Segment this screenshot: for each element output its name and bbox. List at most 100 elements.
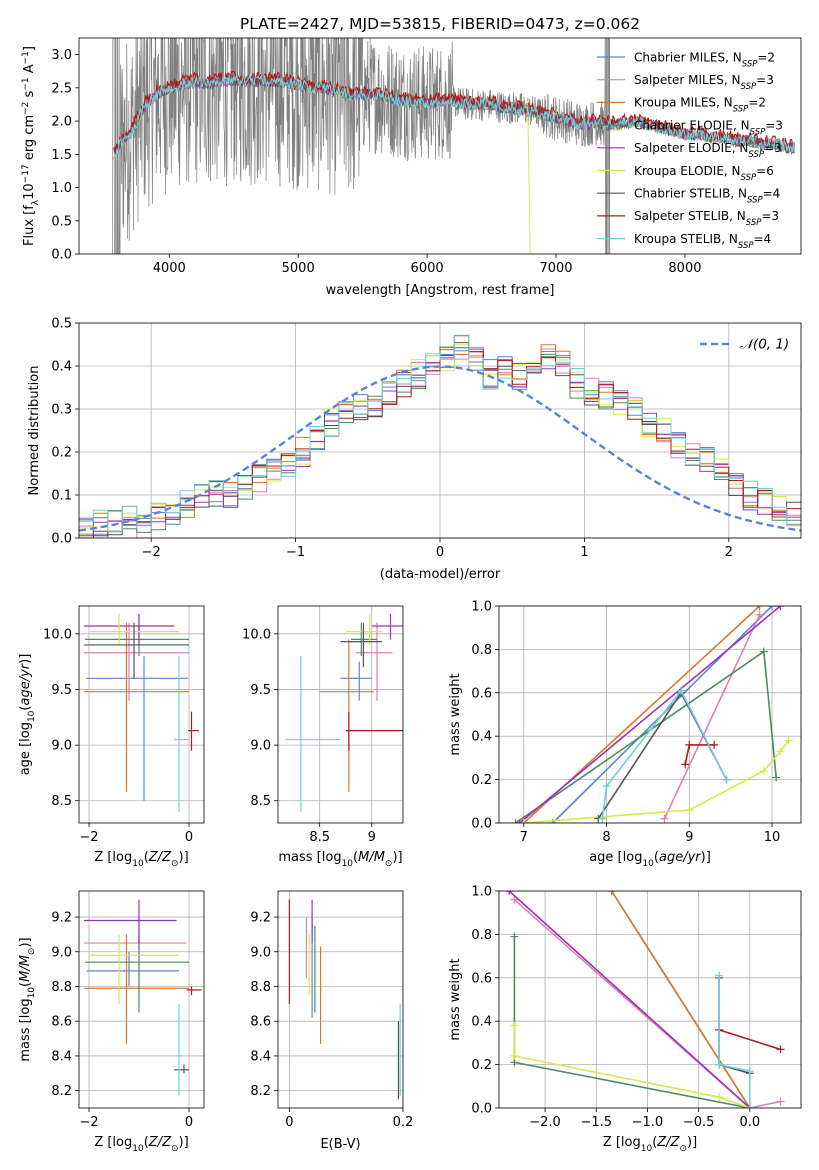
weight-marker-kroupa_elodie [510,1051,519,1060]
plot-area [278,606,403,823]
y-tick-label: 0.0 [471,1102,492,1117]
y-tick-label: 0.0 [471,817,492,832]
y-tick-label: 9.5 [250,683,271,698]
weight-marker-salpeter_miles [660,814,669,823]
axes-frame [498,890,802,1109]
weight-marker-kroupa_miles [607,891,616,895]
x-tick-label: 6000 [411,261,444,276]
x-tick-label: 5000 [282,261,315,276]
legend-label-salpeter_miles: Salpeter MILES, NSSP=3 [634,73,774,92]
axes-frame [277,890,404,1109]
weight-line-kroupa_elodie [523,740,790,823]
histogram-salpeter_stelib [79,335,801,538]
y-tick-label: 8.8 [51,980,72,995]
weight-marker-salpeter_stelib [681,760,690,769]
plot-area [499,891,801,1108]
x-tick-label: 0 [436,545,444,560]
y-axis-label: Flux [fλ10−17 erg cm−2 s−1 A−1] [21,46,41,246]
weight-marker-kroupa_elodie [759,766,768,775]
weight-line-chabrier_elodie [515,650,777,823]
spectrum-title: PLATE=2427, MJD=53815, FIBERID=0473, z=0… [240,15,640,33]
histogram-kroupa_stelib [79,334,801,533]
gaussian-curve [79,365,801,532]
x-tick-label: −2 [142,545,161,560]
y-tick-label: 8.4 [250,1049,271,1064]
y-tick-label: 1.5 [51,148,72,163]
y-tick-label: 0.0 [51,532,72,547]
y-tick-label: 0.1 [51,489,72,504]
x-tick-label: 9 [368,830,376,845]
y-tick-label: 0.5 [51,214,72,229]
y-axis-label: mass [log10(M/M⊙)] [18,937,37,1061]
weight-marker-salpeter_elodie [505,891,514,895]
y-tick-label: 9.0 [250,945,271,960]
weight-marker-salpeter_elodie [515,819,524,823]
y-tick-label: 9.0 [51,945,72,960]
x-tick-label: −1.0 [632,1115,664,1130]
weight-marker-salpeter_stelib [710,740,719,749]
x-axis-label: Z [log10(Z/Z⊙)] [94,1135,188,1154]
plot-area [79,323,801,538]
weight-line-kroupa_elodie [513,1025,751,1108]
plot-area [79,606,204,823]
weight-marker-chabrier_elodie [772,773,781,782]
weight-line-kroupa_stelib [718,975,751,1108]
weight-line-salpeter_elodie [519,606,781,823]
y-tick-label: 0.3 [51,403,72,418]
x-tick-label: 8000 [668,261,701,276]
y-tick-label: 9.2 [51,911,72,926]
x-tick-label: −0.5 [683,1115,715,1130]
x-tick-label: 0.2 [393,1115,414,1130]
x-tick-label: 8 [602,830,610,845]
panel-age-vs-mass: 8.5 9 8.5 9.0 9.5 10.0 mass [log10(M/M⊙)] [242,605,404,869]
weight-marker-chabrier_elodie [759,647,768,656]
plot-area [112,38,796,254]
x-axis-label: wavelength [Angstrom, rest frame] [326,283,555,298]
weight-line-chabrier_elodie [513,936,750,1108]
y-tick-label: 0.0 [51,248,72,263]
y-axis-label: Normed distribution [27,366,42,496]
legend-label-chabrier_elodie: Chabrier ELODIE, NSSP=3 [634,118,783,137]
weight-marker-kroupa_stelib [745,1104,754,1108]
weight-marker-kroupa_stelib [602,782,611,791]
y-tick-label: 8.8 [250,980,271,995]
x-axis-label: age [log10(age/yr)] [589,850,711,869]
weight-marker-salpeter_miles [776,1097,785,1106]
y-tick-label: 8.2 [250,1084,271,1099]
legend-label-gaussian: 𝒩(0, 1) [740,337,789,353]
weight-marker-salpeter_elodie [776,606,785,610]
x-tick-label: 7000 [539,261,572,276]
x-tick-label: 2 [725,545,733,560]
y-tick-label: 0.4 [471,730,492,745]
axes-frame [78,322,802,539]
weight-marker-salpeter_miles [755,610,764,619]
y-tick-label: 0.6 [471,686,492,701]
y-tick-label: 0.8 [471,643,492,658]
y-tick-label: 3.0 [51,48,72,63]
weight-marker-kroupa_elodie [519,819,528,823]
model-drop [527,101,531,254]
y-tick-label: 0.4 [51,360,72,375]
weight-marker-chabrier_miles [768,606,777,610]
panel-weight-vs-z: −2.0 −1.5 −1.0 −0.5 0.0 0.0 0.2 0.4 0.6 0.8 1.0 Z [… [448,885,802,1154]
axes-frame [78,890,205,1109]
weight-marker-kroupa_stelib [745,1067,754,1076]
panel-residuals: −2 −1 0 1 2 0.0 0.1 0.2 0.3 0.4 0.5 (data-model)/er… [27,317,802,582]
x-tick-label: −2 [79,830,98,845]
y-tick-label: 0.8 [471,928,492,943]
x-tick-label: 1 [580,545,588,560]
axes-frame [498,605,802,824]
y-tick-label: 8.4 [51,1049,72,1064]
weight-marker-kroupa_elodie [784,736,793,745]
x-tick-label: 10 [764,830,781,845]
weight-marker-kroupa_elodie [776,747,785,756]
y-tick-label: 1.0 [51,181,72,196]
legend-label-kroupa_elodie: Kroupa ELODIE, NSSP=6 [634,164,774,183]
x-tick-label: −2 [79,1115,98,1130]
plot-area [79,891,204,1108]
x-tick-label: −1 [286,545,305,560]
y-tick-label: 0.2 [471,773,492,788]
weight-marker-kroupa_elodie [685,805,694,814]
weight-line-kroupa_miles [610,891,751,1108]
